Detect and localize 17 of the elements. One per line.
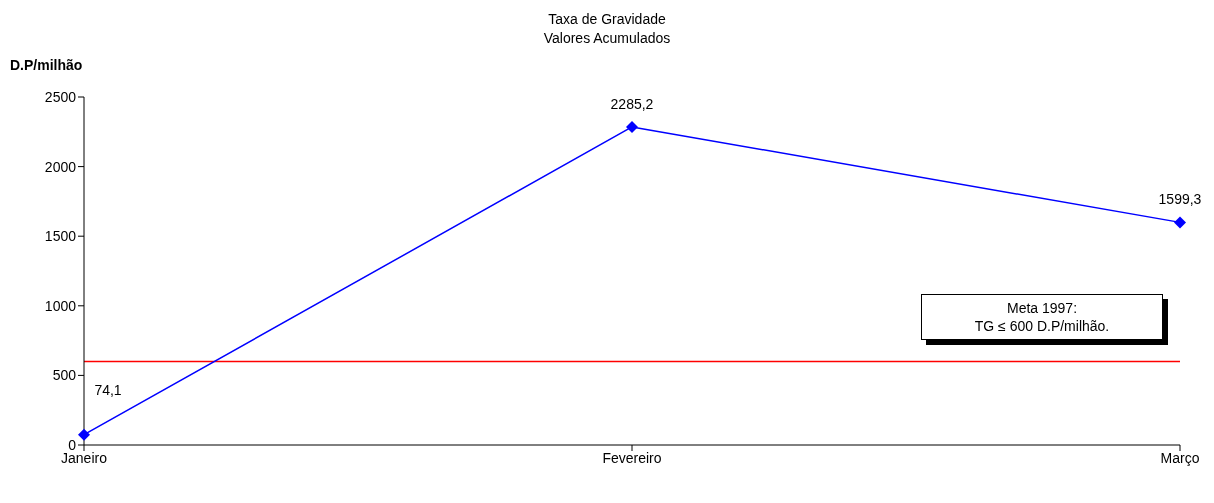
x-tick-label: Março <box>1160 449 1200 466</box>
x-tick-label: Fevereiro <box>602 449 662 466</box>
y-tick-label: 500 <box>52 367 77 384</box>
y-tick-label: 2500 <box>44 88 77 105</box>
y-tick-label: 2000 <box>44 158 77 175</box>
data-label: 2285,2 <box>610 95 654 112</box>
point <box>1174 216 1186 229</box>
point <box>626 120 638 133</box>
chart-title: Taxa de Gravidade <box>547 10 667 29</box>
y-tick-label: 1500 <box>44 228 77 245</box>
data-label: 1599,3 <box>1158 191 1202 208</box>
point <box>78 428 90 441</box>
chart-subtitle: Valores Acumulados <box>542 29 672 48</box>
y-axis-title: D.P/milhão <box>10 57 83 73</box>
data-label: 74,1 <box>94 381 122 398</box>
y-tick-label: 1000 <box>44 297 77 314</box>
annotation: Meta 1997: TG ≤ 600 D.P/milhão. <box>973 299 1111 335</box>
